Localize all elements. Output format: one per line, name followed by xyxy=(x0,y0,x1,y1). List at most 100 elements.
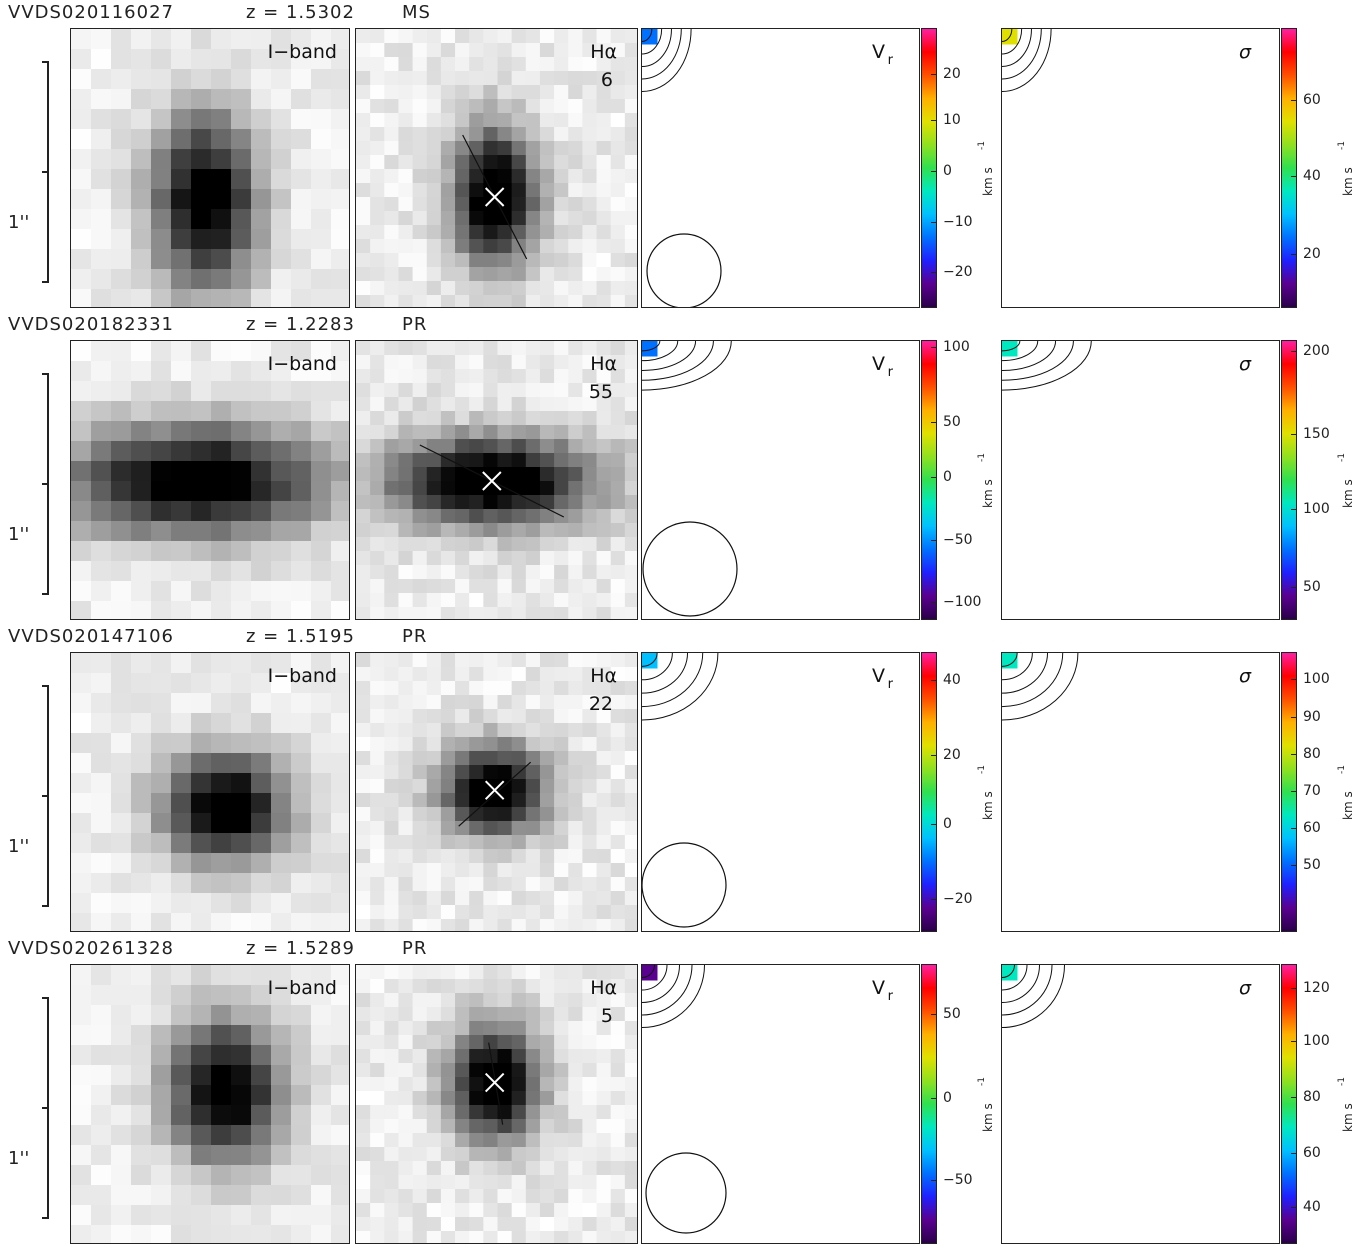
colorbar-unit-label: km s xyxy=(1341,167,1355,196)
halpha-label: Hα xyxy=(590,41,617,63)
iband-image: I−band xyxy=(70,652,350,932)
colorbar-tick-label: 40 xyxy=(1303,168,1321,184)
map-pixel xyxy=(1002,341,1018,357)
scale-label: 1'' xyxy=(8,212,30,233)
colorbar-tick xyxy=(931,222,937,223)
colorbar-tick xyxy=(931,824,937,825)
colorbar-tick xyxy=(931,272,937,273)
colorbar-tick xyxy=(1291,434,1297,435)
colorbar-tick-label: −50 xyxy=(943,1172,973,1188)
vr-label: V xyxy=(872,41,885,63)
map-pixel xyxy=(1002,965,1018,981)
colorbar-unit-label: km s xyxy=(1341,791,1355,820)
halpha-label: Hα xyxy=(590,977,617,999)
sigma-label: σ xyxy=(1238,665,1251,687)
colorbar-tick-label: 0 xyxy=(943,469,952,485)
velocity-colorbar xyxy=(921,964,937,1244)
map-pixel xyxy=(642,965,658,981)
halpha-flux-value: 55 xyxy=(588,381,613,403)
colorbar-unit-exponent: -1 xyxy=(977,453,987,462)
iband-image: I−band xyxy=(70,964,350,1244)
colorbar-tick-label: 60 xyxy=(1303,92,1321,108)
colorbar-tick-label: 50 xyxy=(1303,857,1321,873)
colorbar-tick xyxy=(1291,1097,1297,1098)
colorbar-unit-exponent: -1 xyxy=(977,765,987,774)
dispersion-map: σ xyxy=(1001,340,1280,620)
halpha-image: Hα 5 xyxy=(355,964,638,1244)
colorbar-tick-label: 10 xyxy=(943,112,961,128)
colorbar-tick-label: 80 xyxy=(1303,746,1321,762)
colorbar-tick-label: 0 xyxy=(943,1090,952,1106)
colorbar-tick-label: −50 xyxy=(943,532,973,548)
dispersion-map: σ xyxy=(1001,652,1280,932)
velocity-colorbar xyxy=(921,28,937,308)
colorbar-tick-label: 100 xyxy=(1303,1033,1330,1049)
colorbar-unit-label: km s xyxy=(981,1103,995,1132)
vr-label: V xyxy=(872,665,885,687)
class-label: PR xyxy=(402,626,428,647)
colorbar-tick xyxy=(1291,1207,1297,1208)
colorbar-tick-label: 100 xyxy=(1303,501,1330,517)
map-pixel xyxy=(1002,653,1018,669)
colorbar-tick xyxy=(1291,791,1297,792)
halpha-image: Hα 6 xyxy=(355,28,638,308)
dispersion-map: σ xyxy=(1001,28,1280,308)
colorbar-tick xyxy=(1291,351,1297,352)
colorbar-unit-exponent: -1 xyxy=(977,1077,987,1086)
colorbar-tick-label: 200 xyxy=(1303,343,1330,359)
dispersion-colorbar xyxy=(1281,28,1297,308)
colorbar-tick-label: 100 xyxy=(943,339,970,355)
colorbar-tick xyxy=(931,755,937,756)
colorbar-unit-exponent: -1 xyxy=(1337,141,1347,150)
dispersion-colorbar xyxy=(1281,652,1297,932)
colorbar-unit-exponent: -1 xyxy=(1337,765,1347,774)
colorbar-tick-label: 100 xyxy=(1303,671,1330,687)
colorbar-tick xyxy=(931,1180,937,1181)
colorbar-tick xyxy=(1291,100,1297,101)
psf-circle xyxy=(645,1152,727,1234)
colorbar-tick-label: 20 xyxy=(943,747,961,763)
sigma-label: σ xyxy=(1238,41,1251,63)
halpha-flux-value: 6 xyxy=(600,69,613,91)
colorbar-tick-label: 80 xyxy=(1303,1089,1321,1105)
colorbar-tick-label: −10 xyxy=(943,214,973,230)
halpha-flux-value: 22 xyxy=(588,693,613,715)
galaxy-id: VVDS020147106 xyxy=(8,626,174,647)
angular-scale-bar: 1'' xyxy=(0,972,60,1248)
colorbar-tick xyxy=(1291,587,1297,588)
velocity-colorbar xyxy=(921,652,937,932)
colorbar-tick-label: 90 xyxy=(1303,709,1321,725)
vr-subscript: r xyxy=(887,365,893,380)
colorbar-tick xyxy=(1291,754,1297,755)
colorbar-tick-label: 50 xyxy=(943,414,961,430)
colorbar-tick xyxy=(931,422,937,423)
map-pixel xyxy=(642,653,658,669)
class-label: MS xyxy=(402,2,431,23)
psf-circle xyxy=(642,842,727,928)
vr-subscript: r xyxy=(887,53,893,68)
redshift-label: z = 1.2283 xyxy=(246,314,355,335)
psf-circle xyxy=(642,521,738,617)
colorbar-tick-label: 40 xyxy=(943,672,961,688)
colorbar-tick-label: 0 xyxy=(943,163,952,179)
class-label: PR xyxy=(402,938,428,959)
halpha-image: Hα 55 xyxy=(355,340,638,620)
colorbar-tick-label: 60 xyxy=(1303,820,1321,836)
colorbar-unit-label: km s xyxy=(981,479,995,508)
colorbar-tick xyxy=(1291,509,1297,510)
colorbar-tick xyxy=(1291,1041,1297,1042)
iband-image: I−band xyxy=(70,28,350,308)
colorbar-tick xyxy=(931,1098,937,1099)
colorbar-unit-label: km s xyxy=(981,791,995,820)
sigma-label: σ xyxy=(1238,977,1251,999)
colorbar-tick xyxy=(931,602,937,603)
colorbar-tick xyxy=(1291,828,1297,829)
colorbar-unit-exponent: -1 xyxy=(977,141,987,150)
colorbar-unit-exponent: -1 xyxy=(1337,1077,1347,1086)
dispersion-map: σ xyxy=(1001,964,1280,1244)
halpha-flux-value: 5 xyxy=(600,1005,613,1027)
